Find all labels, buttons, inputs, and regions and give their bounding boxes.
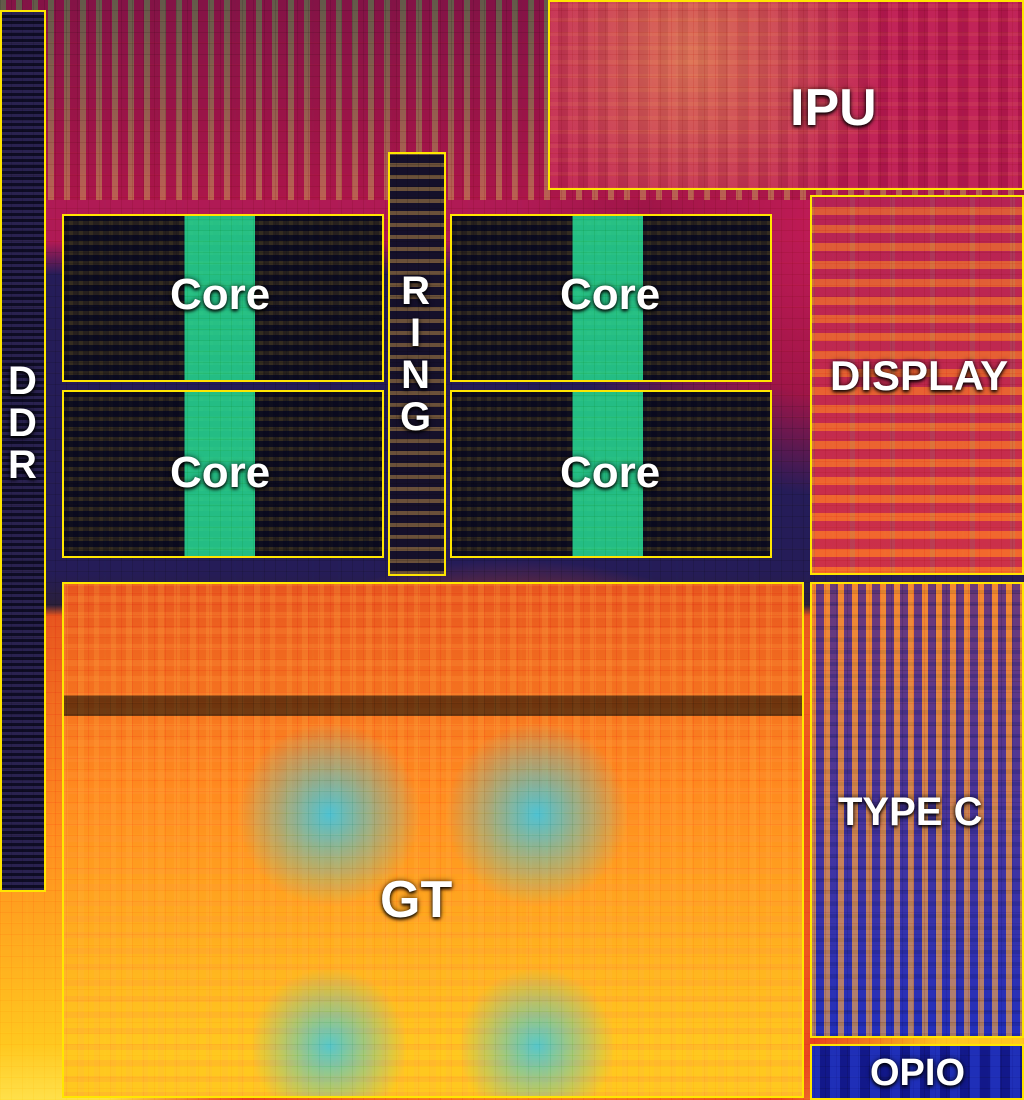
opio-texture — [810, 1044, 1024, 1100]
typec-texture — [810, 582, 1024, 1038]
core-texture-tr — [450, 214, 772, 382]
display-texture — [810, 195, 1024, 575]
ring-texture — [388, 152, 446, 576]
core-texture-tl — [62, 214, 384, 382]
core-texture-br — [450, 390, 772, 558]
ipu-texture — [548, 0, 1024, 190]
core-texture-bl — [62, 390, 384, 558]
gt-texture — [62, 582, 804, 1098]
ddr-texture — [0, 10, 46, 892]
